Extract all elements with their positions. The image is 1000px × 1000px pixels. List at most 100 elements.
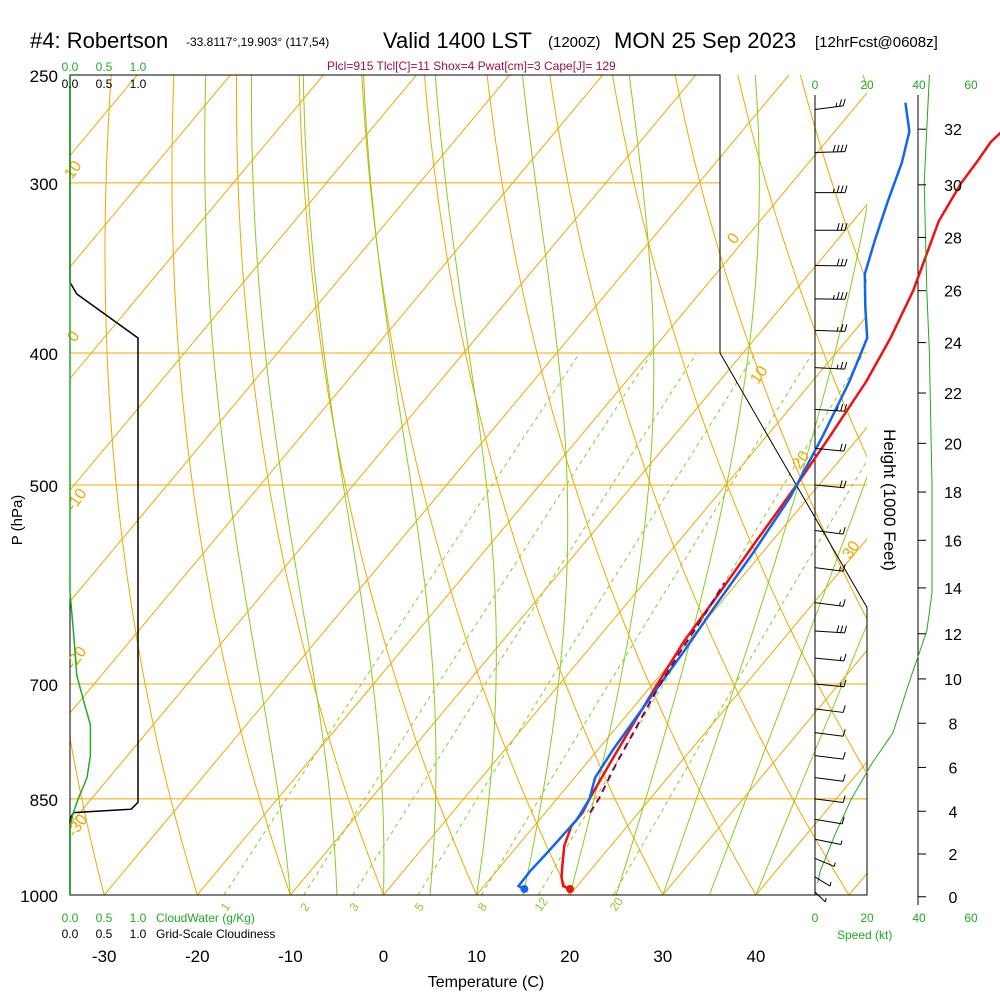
mixing-ratio-line bbox=[480, 352, 814, 895]
cloudwater-label: CloudWater (g/Kg) bbox=[156, 911, 255, 925]
height-tick-label: 6 bbox=[949, 760, 958, 777]
height-tick-label: 8 bbox=[949, 716, 958, 733]
wind-barb-staff bbox=[814, 151, 845, 154]
height-tick-label: 12 bbox=[944, 627, 962, 644]
isotherm-line bbox=[662, 649, 867, 895]
wind-barb bbox=[814, 599, 846, 607]
wind-barb bbox=[814, 361, 848, 370]
wind-barbs bbox=[814, 98, 848, 903]
wind-barb-full bbox=[841, 816, 845, 824]
wind-barb-full bbox=[836, 144, 840, 152]
dry-adiabat-line bbox=[423, 75, 664, 895]
moist-adiabat-line bbox=[204, 75, 291, 895]
wind-barb-full bbox=[842, 98, 846, 107]
height-tick-label: 4 bbox=[949, 804, 958, 821]
wind-barb-full bbox=[840, 185, 844, 193]
height-tick-label: 0 bbox=[949, 890, 958, 907]
wind-barb-staff bbox=[814, 838, 842, 845]
height-tick-label: 16 bbox=[944, 533, 962, 550]
wind-barb-full bbox=[840, 625, 844, 633]
wind-barb-full bbox=[844, 324, 848, 332]
height-tick-label: 32 bbox=[944, 122, 962, 139]
moist-adiabat-line bbox=[755, 623, 867, 895]
wind-barb-full bbox=[843, 653, 847, 661]
isotherm-line bbox=[569, 538, 867, 895]
wind-barb-full bbox=[842, 774, 846, 782]
station-title: #4: Robertson bbox=[30, 28, 168, 53]
wind-barb-full bbox=[840, 361, 844, 370]
wind-barb-staff bbox=[814, 630, 845, 634]
wind-barb-full bbox=[836, 185, 840, 193]
wind-barb-full bbox=[839, 480, 843, 488]
wind-barb bbox=[814, 705, 846, 713]
wind-barb-staff bbox=[814, 876, 831, 887]
wind-barb-staff bbox=[814, 602, 844, 607]
cloudiness-label: Grid-Scale Cloudiness bbox=[156, 927, 275, 941]
temperature-tick-label: -10 bbox=[278, 947, 303, 966]
wind-barb bbox=[815, 185, 848, 194]
dry-adiabat-line bbox=[737, 75, 867, 458]
wind-barb-staff bbox=[814, 857, 835, 867]
moist-adiabat-line bbox=[615, 75, 760, 895]
surface-temperature-marker bbox=[566, 885, 575, 894]
wind-barb-staff bbox=[814, 657, 845, 662]
wind-barb-staff bbox=[814, 530, 844, 535]
isotherm-line bbox=[70, 75, 324, 380]
moist-adiabat-line bbox=[250, 75, 338, 895]
moist-adiabat-line bbox=[362, 75, 437, 895]
init-time: (1200Z) bbox=[548, 34, 601, 51]
wind-barb-full bbox=[842, 752, 846, 760]
wind-barb bbox=[814, 795, 846, 803]
wind-barb bbox=[814, 144, 848, 154]
wind-barb bbox=[814, 653, 847, 662]
wind-barb-half bbox=[839, 682, 842, 687]
wind-barb bbox=[814, 443, 847, 452]
dry-adiabat-line bbox=[361, 75, 571, 895]
wind-barb-staff bbox=[814, 567, 844, 572]
isotherm-line bbox=[70, 75, 231, 268]
speed-axis-label: Speed (kt) bbox=[837, 928, 892, 942]
cloudiness-axis-label: 1.0 bbox=[130, 927, 147, 941]
wind-barb-half bbox=[840, 840, 843, 845]
speed-tick-label: 60 bbox=[964, 911, 978, 925]
wind-barb-half bbox=[839, 529, 842, 534]
wind-barb-full bbox=[843, 679, 847, 687]
moist-adiabat-lines bbox=[204, 75, 867, 895]
moist-adiabat-line bbox=[434, 75, 497, 895]
dry-adiabat-line bbox=[298, 75, 478, 895]
cloudwater-axis-label: 0.0 bbox=[62, 911, 79, 925]
sounding-params: Plcl=915 Tlcl[C]=11 Shox=4 Pwat[cm]=3 Ca… bbox=[327, 59, 616, 73]
wind-barb-staff bbox=[814, 105, 844, 110]
wind-barb bbox=[814, 774, 846, 782]
wind-barb-full bbox=[844, 258, 848, 267]
wind-barb-full bbox=[832, 144, 836, 153]
wind-barb-full bbox=[836, 258, 840, 266]
wind-barb-full bbox=[840, 324, 844, 332]
dry-adiabat-line bbox=[236, 75, 385, 895]
height-tick-label: 14 bbox=[944, 581, 962, 598]
height-tick-label: 2 bbox=[949, 847, 958, 864]
pressure-tick-label: 500 bbox=[30, 477, 58, 496]
height-tick-label: 18 bbox=[944, 485, 962, 502]
wind-barb-staff bbox=[814, 818, 843, 825]
wind-barb bbox=[814, 403, 848, 412]
wind-barb bbox=[814, 526, 846, 535]
cloudiness-axis-label: 0.0 bbox=[62, 927, 79, 941]
y-axis-title: P (hPa) bbox=[9, 495, 26, 546]
dry-adiabat-line bbox=[611, 75, 867, 775]
wind-speed-line bbox=[817, 74, 933, 884]
speed-tick-label: 40 bbox=[912, 78, 926, 92]
speed-tick-label: 0 bbox=[812, 911, 819, 925]
moist-adiabat-line bbox=[662, 203, 867, 895]
wind-barb-full bbox=[839, 443, 843, 451]
temperature-tick-label: 0 bbox=[379, 947, 388, 966]
height-tick-label: 30 bbox=[944, 178, 962, 195]
speed-tick-label: 20 bbox=[860, 78, 874, 92]
cloudiness-axis-label: 0.0 bbox=[62, 77, 79, 91]
wind-barb-half bbox=[832, 188, 835, 193]
cloudwater-axis-label: 0.5 bbox=[96, 60, 113, 74]
wind-barb-full bbox=[840, 292, 844, 300]
wind-barb-full bbox=[843, 480, 847, 488]
temperature-tick-label: 20 bbox=[560, 947, 579, 966]
